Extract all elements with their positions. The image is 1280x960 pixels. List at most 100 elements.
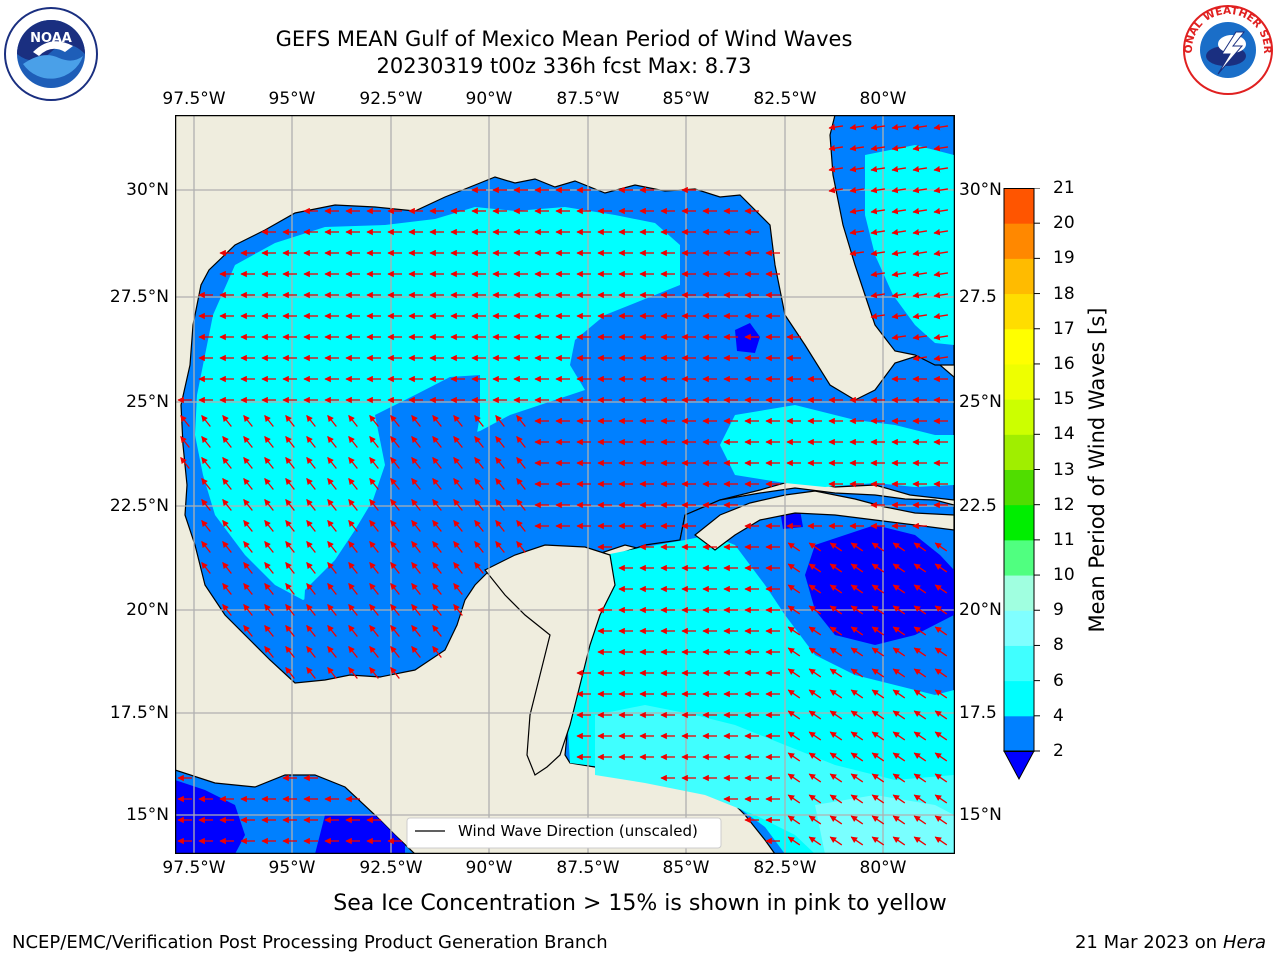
wave-direction-arrow bbox=[850, 689, 864, 699]
colorbar-tick-label: 18 bbox=[1053, 283, 1075, 304]
atlantic-period-4-6 bbox=[865, 145, 954, 345]
map-frame bbox=[175, 115, 955, 854]
wave-direction-arrow bbox=[411, 520, 421, 532]
wave-direction-arrow bbox=[390, 457, 400, 469]
wave-direction-arrow bbox=[495, 499, 505, 511]
wave-direction-arrow bbox=[933, 186, 949, 194]
colorbar-tick-label: 13 bbox=[1053, 459, 1075, 480]
wave-direction-arrow bbox=[180, 436, 190, 448]
wave-direction-arrow bbox=[327, 667, 337, 679]
lat-label-right: 15°N bbox=[959, 805, 1002, 825]
wave-direction-arrow bbox=[474, 457, 484, 469]
legend-label: Wind Wave Direction (unscaled) bbox=[458, 822, 698, 840]
wave-direction-arrow bbox=[411, 604, 421, 616]
wave-direction-arrow bbox=[264, 646, 274, 658]
wave-direction-arrow bbox=[829, 605, 843, 615]
wave-direction-arrow bbox=[285, 667, 295, 679]
lat-label-left: 30°N bbox=[126, 180, 169, 200]
wave-direction-arrow bbox=[891, 165, 907, 173]
wave-direction-arrow bbox=[432, 499, 442, 511]
wave-direction-arrow bbox=[829, 710, 843, 720]
lat-label-right: 27.5 bbox=[959, 287, 997, 307]
colorbar-tick-label: 9 bbox=[1053, 600, 1064, 621]
colorbar-tick-label: 6 bbox=[1053, 670, 1064, 691]
run-date-text: 21 Mar 2023 on bbox=[1074, 932, 1218, 953]
wave-direction-arrow bbox=[453, 604, 463, 616]
wave-direction-arrow bbox=[871, 731, 885, 741]
wave-direction-arrow bbox=[913, 626, 927, 636]
wave-direction-arrow bbox=[327, 457, 337, 469]
wave-direction-arrow bbox=[516, 415, 526, 427]
wave-direction-arrow bbox=[348, 415, 358, 427]
wave-direction-arrow bbox=[285, 604, 295, 616]
wave-direction-arrow bbox=[828, 144, 844, 152]
wave-direction-arrow bbox=[453, 499, 463, 511]
wave-direction-arrow bbox=[495, 457, 505, 469]
colorbar-bin bbox=[1004, 293, 1034, 330]
wave-direction-arrow bbox=[934, 689, 948, 699]
wave-direction-arrow bbox=[787, 794, 801, 804]
wave-direction-arrow bbox=[850, 710, 864, 720]
wave-direction-arrow bbox=[222, 583, 232, 595]
wave-direction-arrow bbox=[390, 625, 400, 637]
wave-direction-arrow bbox=[495, 541, 505, 553]
wave-direction-arrow bbox=[264, 457, 274, 469]
wave-direction-arrow bbox=[264, 415, 274, 427]
wave-direction-arrow bbox=[912, 165, 928, 173]
wave-direction-arrow bbox=[892, 668, 906, 678]
wave-direction-arrow bbox=[453, 520, 463, 532]
colorbar-tick-label: 8 bbox=[1053, 635, 1064, 656]
lon-label-bottom: 80°W bbox=[859, 858, 907, 878]
wave-direction-arrow bbox=[870, 228, 886, 236]
wave-direction-arrow bbox=[453, 562, 463, 574]
lon-label-bottom: 97.5°W bbox=[162, 858, 226, 878]
wave-direction-arrow bbox=[411, 499, 421, 511]
wave-direction-arrow bbox=[285, 646, 295, 658]
colorbar-tick-label: 21 bbox=[1053, 178, 1075, 198]
wave-direction-arrow bbox=[892, 689, 906, 699]
lat-label-left: 27.5°N bbox=[109, 287, 169, 307]
wave-direction-arrow bbox=[285, 583, 295, 595]
wave-direction-arrow bbox=[243, 625, 253, 637]
wave-direction-arrow bbox=[913, 563, 927, 573]
wave-direction-arrow bbox=[829, 668, 843, 678]
wave-direction-arrow bbox=[306, 436, 316, 448]
wave-direction-arrow bbox=[912, 207, 928, 215]
wave-direction-arrow bbox=[913, 794, 927, 804]
wave-direction-arrow bbox=[829, 752, 843, 762]
wave-direction-arrow bbox=[891, 270, 907, 278]
wave-direction-arrow bbox=[891, 144, 907, 152]
wave-direction-arrow bbox=[808, 626, 822, 636]
wave-direction-arrow bbox=[913, 815, 927, 825]
wave-direction-arrow bbox=[222, 499, 232, 511]
wave-direction-arrow bbox=[285, 541, 295, 553]
wave-direction-arrow bbox=[934, 563, 948, 573]
wave-direction-arrow bbox=[913, 584, 927, 594]
wave-direction-arrow bbox=[892, 752, 906, 762]
wave-direction-arrow bbox=[390, 520, 400, 532]
colorbar-bin bbox=[1004, 363, 1034, 400]
wave-direction-arrow bbox=[787, 731, 801, 741]
deep-blue-patch-caribbean bbox=[805, 525, 954, 645]
wave-direction-arrow bbox=[787, 542, 801, 552]
wave-direction-arrow bbox=[390, 415, 400, 427]
wave-direction-arrow bbox=[871, 605, 885, 615]
wave-direction-arrow bbox=[912, 186, 928, 194]
wave-direction-arrow bbox=[912, 270, 928, 278]
wave-direction-arrow bbox=[849, 144, 865, 152]
wave-direction-arrow bbox=[912, 291, 928, 299]
wave-direction-arrow bbox=[306, 583, 316, 595]
wave-direction-arrow bbox=[913, 752, 927, 762]
colorbar-bin bbox=[1004, 258, 1034, 295]
wave-direction-arrow bbox=[933, 354, 949, 362]
wave-direction-arrow bbox=[912, 123, 928, 131]
colorbar-bin bbox=[1004, 645, 1034, 682]
wave-direction-arrow bbox=[913, 689, 927, 699]
gulf-period-4-6-east bbox=[720, 405, 954, 487]
wave-direction-arrow bbox=[850, 773, 864, 783]
wave-direction-arrow bbox=[327, 583, 337, 595]
wave-direction-arrow bbox=[934, 815, 948, 825]
wave-direction-arrow bbox=[390, 499, 400, 511]
wave-direction-arrow bbox=[306, 457, 316, 469]
wave-direction-arrow bbox=[243, 499, 253, 511]
